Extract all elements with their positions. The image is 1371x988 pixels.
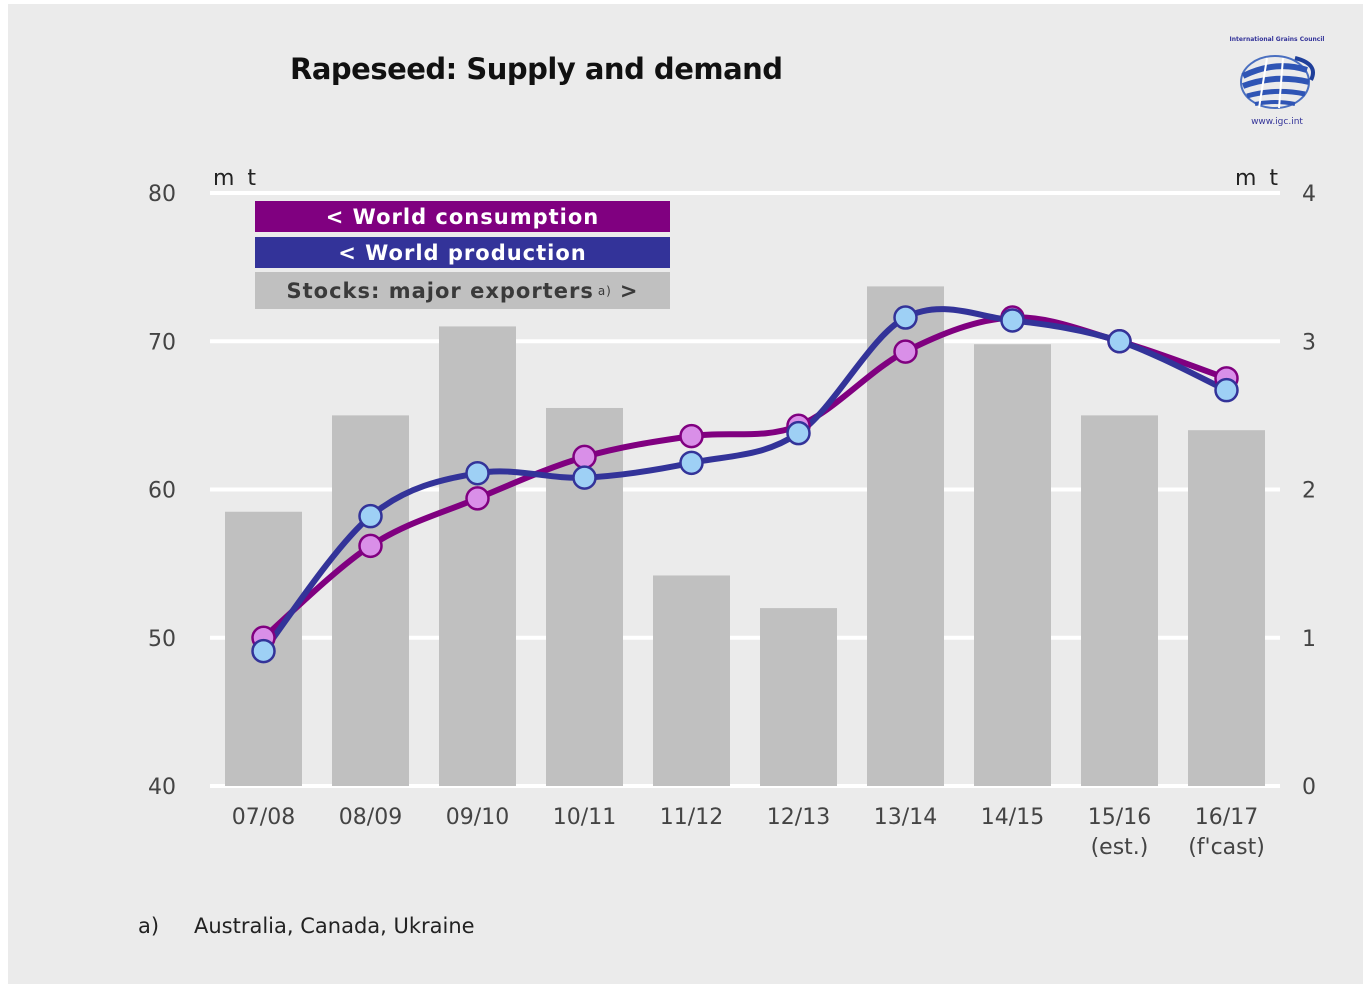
left-axis-unit: m t	[213, 166, 259, 191]
footnote-text: Australia, Canada, Ukraine	[194, 914, 475, 938]
consumption-marker	[679, 423, 704, 449]
production-marker	[358, 503, 383, 529]
consumption-marker	[893, 339, 918, 364]
production-marker	[893, 305, 918, 330]
globe-icon	[1240, 55, 1315, 109]
consumption-line	[260, 314, 1230, 641]
stocks-bar	[1188, 430, 1265, 786]
consumption-marker	[465, 486, 490, 511]
chart-slide: Rapeseed: Supply and demand Internationa…	[8, 4, 1363, 984]
production-marker	[1214, 377, 1239, 403]
category-label: 15/16	[1088, 805, 1151, 830]
legend-world-consumption: < World consumption	[255, 201, 670, 232]
series-markers	[251, 305, 1239, 664]
stocks-bar	[332, 415, 409, 786]
consumption-marker	[358, 533, 383, 559]
legend-world-production: < World production	[255, 237, 670, 268]
category-label: 08/09	[339, 805, 402, 830]
left-tick-label: 50	[148, 627, 176, 652]
production-marker	[786, 420, 811, 446]
left-tick-label: 40	[148, 775, 176, 800]
stocks-bar	[760, 608, 837, 786]
legend-consumption-label: < World consumption	[325, 204, 600, 229]
right-tick-label: 0	[1302, 775, 1316, 800]
left-tick-label: 80	[148, 182, 176, 207]
production-marker	[1107, 329, 1132, 354]
legend-stocks-label: Stocks: major exporters	[286, 278, 594, 303]
category-label: (f'cast)	[1188, 835, 1265, 860]
logo-url-text: www.igc.int	[1251, 117, 1303, 127]
stocks-bar	[974, 344, 1051, 786]
category-label: 09/10	[446, 805, 509, 830]
production-marker	[465, 460, 490, 486]
right-tick-label: 2	[1302, 479, 1316, 504]
legend-stocks-arrow: >	[619, 278, 639, 303]
production-line	[260, 306, 1230, 655]
igc-logo: International Grains Council www.igc.int	[1230, 36, 1325, 127]
legend-production-label: < World production	[338, 240, 587, 265]
stocks-bar	[1081, 415, 1158, 786]
right-tick-label: 1	[1302, 627, 1316, 652]
production-marker	[251, 638, 276, 664]
right-axis-unit: m t	[1235, 166, 1281, 191]
category-label: 16/17	[1195, 805, 1258, 830]
footnote: a) Australia, Canada, Ukraine	[138, 914, 475, 938]
category-label: 14/15	[981, 805, 1044, 830]
production-marker	[1000, 308, 1025, 333]
category-label: 11/12	[660, 805, 723, 830]
stocks-bar	[653, 575, 730, 786]
footnote-mark: a)	[138, 914, 160, 938]
right-tick-label: 4	[1302, 182, 1316, 207]
stocks-bars	[225, 286, 1265, 786]
consumption-marker	[572, 444, 597, 470]
legend-stocks-note: a)	[597, 283, 612, 298]
left-tick-label: 70	[148, 330, 176, 355]
logo-org-text: International Grains Council	[1230, 36, 1325, 43]
category-label: (est.)	[1091, 835, 1149, 860]
stocks-bar	[439, 326, 516, 786]
category-label: 13/14	[874, 805, 937, 830]
production-marker	[572, 465, 597, 490]
legend-stocks: Stocks: major exporters a) >	[255, 272, 670, 309]
category-label: 12/13	[767, 805, 830, 830]
category-label: 07/08	[232, 805, 295, 830]
category-label: 10/11	[553, 805, 616, 830]
right-tick-label: 3	[1302, 330, 1316, 355]
series-lines	[260, 306, 1230, 655]
chart-title: Rapeseed: Supply and demand	[290, 52, 783, 86]
left-tick-label: 60	[148, 479, 176, 504]
axis-labels: 40 0 50 1 60 2 70 3 80 4 07/08 08/09 09/10 10/11 11/12…	[148, 182, 1316, 860]
chart-plot: 40 0 50 1 60 2 70 3 80 4 07/08 08/09 09/10 10/11 11/12…	[148, 166, 1316, 860]
production-marker	[679, 450, 704, 476]
